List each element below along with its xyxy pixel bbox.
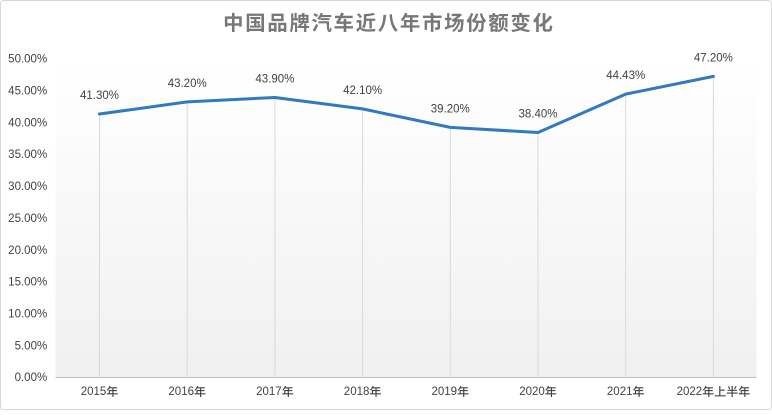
svg-text:2015: 2015 bbox=[81, 386, 107, 398]
svg-text:2021: 2021 bbox=[607, 386, 633, 398]
svg-text:5.00%: 5.00% bbox=[15, 340, 48, 352]
svg-text:2017: 2017 bbox=[256, 386, 282, 398]
svg-text:39.20%: 39.20% bbox=[431, 103, 470, 115]
svg-text:43.90%: 43.90% bbox=[255, 74, 294, 86]
svg-text:42.10%: 42.10% bbox=[343, 85, 382, 97]
svg-text:45.00%: 45.00% bbox=[8, 86, 47, 98]
svg-text:41.30%: 41.30% bbox=[80, 90, 119, 102]
svg-text:2022: 2022 bbox=[677, 386, 703, 398]
svg-text:47.20%: 47.20% bbox=[694, 52, 733, 64]
svg-text:0.00%: 0.00% bbox=[15, 372, 48, 384]
svg-text:2018: 2018 bbox=[344, 386, 370, 398]
svg-text:10.00%: 10.00% bbox=[8, 309, 47, 321]
svg-text:15.00%: 15.00% bbox=[8, 277, 47, 289]
svg-text:2020: 2020 bbox=[519, 386, 545, 398]
svg-text:25.00%: 25.00% bbox=[8, 213, 47, 225]
svg-text:35.00%: 35.00% bbox=[8, 149, 47, 161]
svg-text:38.40%: 38.40% bbox=[518, 109, 557, 121]
svg-text:30.00%: 30.00% bbox=[8, 181, 47, 193]
svg-text:43.20%: 43.20% bbox=[168, 78, 207, 90]
svg-text:44.43%: 44.43% bbox=[606, 70, 645, 82]
svg-text:20.00%: 20.00% bbox=[8, 245, 47, 257]
svg-text:2019: 2019 bbox=[432, 386, 458, 398]
svg-text:40.00%: 40.00% bbox=[8, 117, 47, 129]
svg-text:50.00%: 50.00% bbox=[8, 54, 47, 66]
svg-text:2016: 2016 bbox=[168, 386, 194, 398]
